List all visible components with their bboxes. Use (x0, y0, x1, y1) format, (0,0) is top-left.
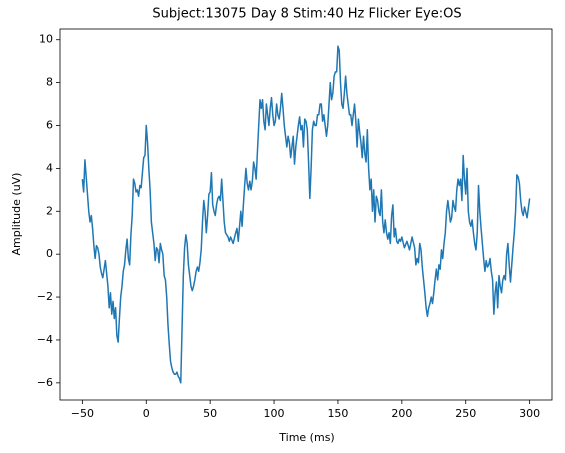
y-axis-label: Amplitude (uV) (10, 173, 23, 256)
data-line (81, 45, 531, 384)
y-tick-label: 4 (46, 161, 53, 174)
x-tick-label: 100 (264, 407, 285, 420)
y-tick-label: 6 (46, 119, 53, 132)
y-tick-label: 10 (39, 33, 53, 46)
x-tick-label: 300 (519, 407, 540, 420)
x-tick-label: 50 (203, 407, 217, 420)
x-tick-label: 150 (327, 407, 348, 420)
y-tick-label: −2 (37, 290, 53, 303)
x-tick-label: −50 (71, 407, 94, 420)
x-tick-label: 200 (391, 407, 412, 420)
y-tick-label: −6 (37, 376, 53, 389)
x-axis-label: Time (ms) (278, 431, 334, 444)
axes-frame (59, 28, 553, 401)
chart-title: Subject:13075 Day 8 Stim:40 Hz Flicker E… (152, 7, 461, 22)
y-tick-label: 2 (46, 204, 53, 217)
x-tick-label: 250 (455, 407, 476, 420)
y-tick-label: −4 (37, 333, 53, 346)
x-tick-label: 0 (143, 407, 150, 420)
y-tick-label: 0 (46, 247, 53, 260)
y-tick-label: 8 (46, 76, 53, 89)
